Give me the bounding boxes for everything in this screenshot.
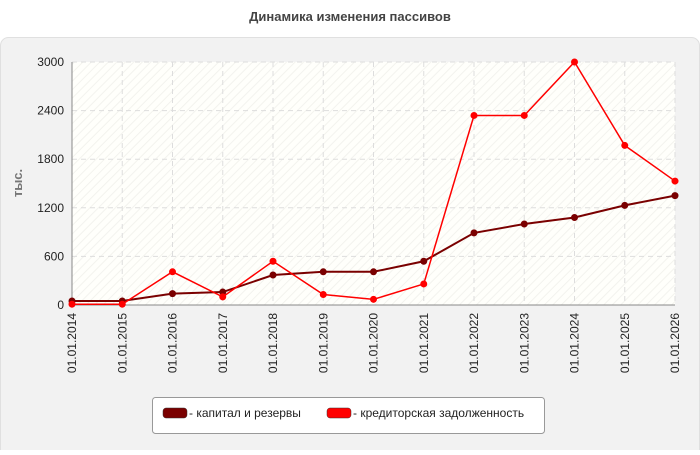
- data-point: [420, 257, 428, 265]
- legend-label: - капитал и резервы: [189, 406, 301, 420]
- legend-label: - кредиторская задолженность: [353, 406, 524, 420]
- data-point: [118, 300, 126, 308]
- x-tick-label: 01.01.2020: [367, 313, 381, 373]
- data-point: [520, 111, 528, 119]
- data-point: [671, 177, 679, 185]
- y-tick-label: 2400: [37, 104, 64, 118]
- x-tick-label: 01.01.2025: [618, 313, 632, 373]
- data-point: [219, 293, 227, 301]
- data-point: [470, 229, 478, 237]
- x-tick-label: 01.01.2023: [517, 313, 531, 373]
- x-tick-label: 01.01.2021: [417, 313, 431, 373]
- y-tick-label: 0: [57, 298, 64, 312]
- legend-swatch: [162, 407, 188, 419]
- y-tick-label: 3000: [37, 55, 64, 69]
- data-point: [269, 257, 277, 265]
- data-point: [621, 201, 629, 209]
- y-axis-label: тыс.: [10, 169, 25, 197]
- data-point: [219, 288, 227, 296]
- data-point: [571, 58, 578, 66]
- data-point: [520, 220, 528, 228]
- x-tick-label: 01.01.2016: [166, 313, 180, 373]
- legend-swatch: [326, 407, 352, 419]
- data-point: [420, 280, 428, 288]
- data-point: [370, 295, 377, 303]
- data-point: [169, 268, 176, 276]
- y-tick-label: 1200: [37, 201, 64, 215]
- x-tick-label: 01.01.2019: [316, 313, 330, 373]
- data-point: [68, 300, 76, 308]
- data-point: [470, 111, 478, 119]
- data-point: [169, 290, 176, 298]
- x-tick-label: 01.01.2014: [65, 313, 79, 373]
- data-point: [571, 214, 578, 222]
- x-tick-label: 01.01.2015: [115, 313, 129, 373]
- data-point: [671, 192, 679, 200]
- x-tick-label: 01.01.2024: [568, 313, 582, 373]
- chart-title: Динамика изменения пассивов: [249, 9, 451, 24]
- x-tick-label: 01.01.2018: [266, 313, 280, 373]
- data-point: [269, 271, 277, 279]
- data-point: [319, 290, 327, 298]
- x-tick-label: 01.01.2017: [216, 313, 230, 373]
- data-point: [621, 141, 629, 149]
- y-tick-label: 600: [44, 249, 64, 263]
- x-tick-label: 01.01.2022: [467, 313, 481, 373]
- data-point: [370, 268, 377, 276]
- x-tick-label: 01.01.2026: [668, 313, 682, 373]
- y-tick-label: 1800: [37, 152, 64, 166]
- data-point: [319, 268, 327, 276]
